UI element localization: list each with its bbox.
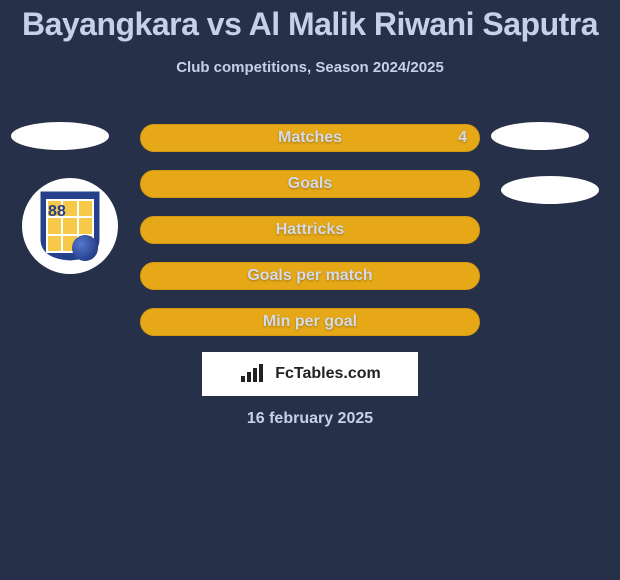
stat-bar-hattricks: Hattricks	[140, 216, 480, 244]
stat-label: Min per goal	[263, 313, 357, 331]
badge-shield: 88	[38, 189, 102, 263]
stat-label: Matches	[278, 129, 342, 147]
logo-text: FcTables.com	[275, 365, 381, 383]
ball-icon	[72, 235, 98, 261]
stat-bar-goals-per-match: Goals per match	[140, 262, 480, 290]
stat-label: Hattricks	[276, 221, 344, 239]
page-title: Bayangkara vs Al Malik Riwani Saputra	[0, 0, 620, 43]
decorative-ellipse	[501, 176, 599, 204]
stat-label: Goals	[288, 175, 332, 193]
stat-bar-goals: Goals	[140, 170, 480, 198]
club-badge: 88	[22, 178, 118, 274]
stat-label: Goals per match	[247, 267, 372, 285]
subtitle: Club competitions, Season 2024/2025	[0, 59, 620, 76]
source-logo: FcTables.com	[202, 352, 418, 396]
stat-value: 4	[458, 129, 467, 147]
stat-bar-min-per-goal: Min per goal	[140, 308, 480, 336]
decorative-ellipse	[491, 122, 589, 150]
date-text: 16 february 2025	[0, 410, 620, 428]
badge-number: 88	[48, 203, 66, 221]
decorative-ellipse	[11, 122, 109, 150]
stats-bars: Matches 4 Goals Hattricks Goals per matc…	[140, 124, 480, 354]
stat-bar-matches: Matches 4	[140, 124, 480, 152]
bars-icon	[239, 364, 269, 384]
